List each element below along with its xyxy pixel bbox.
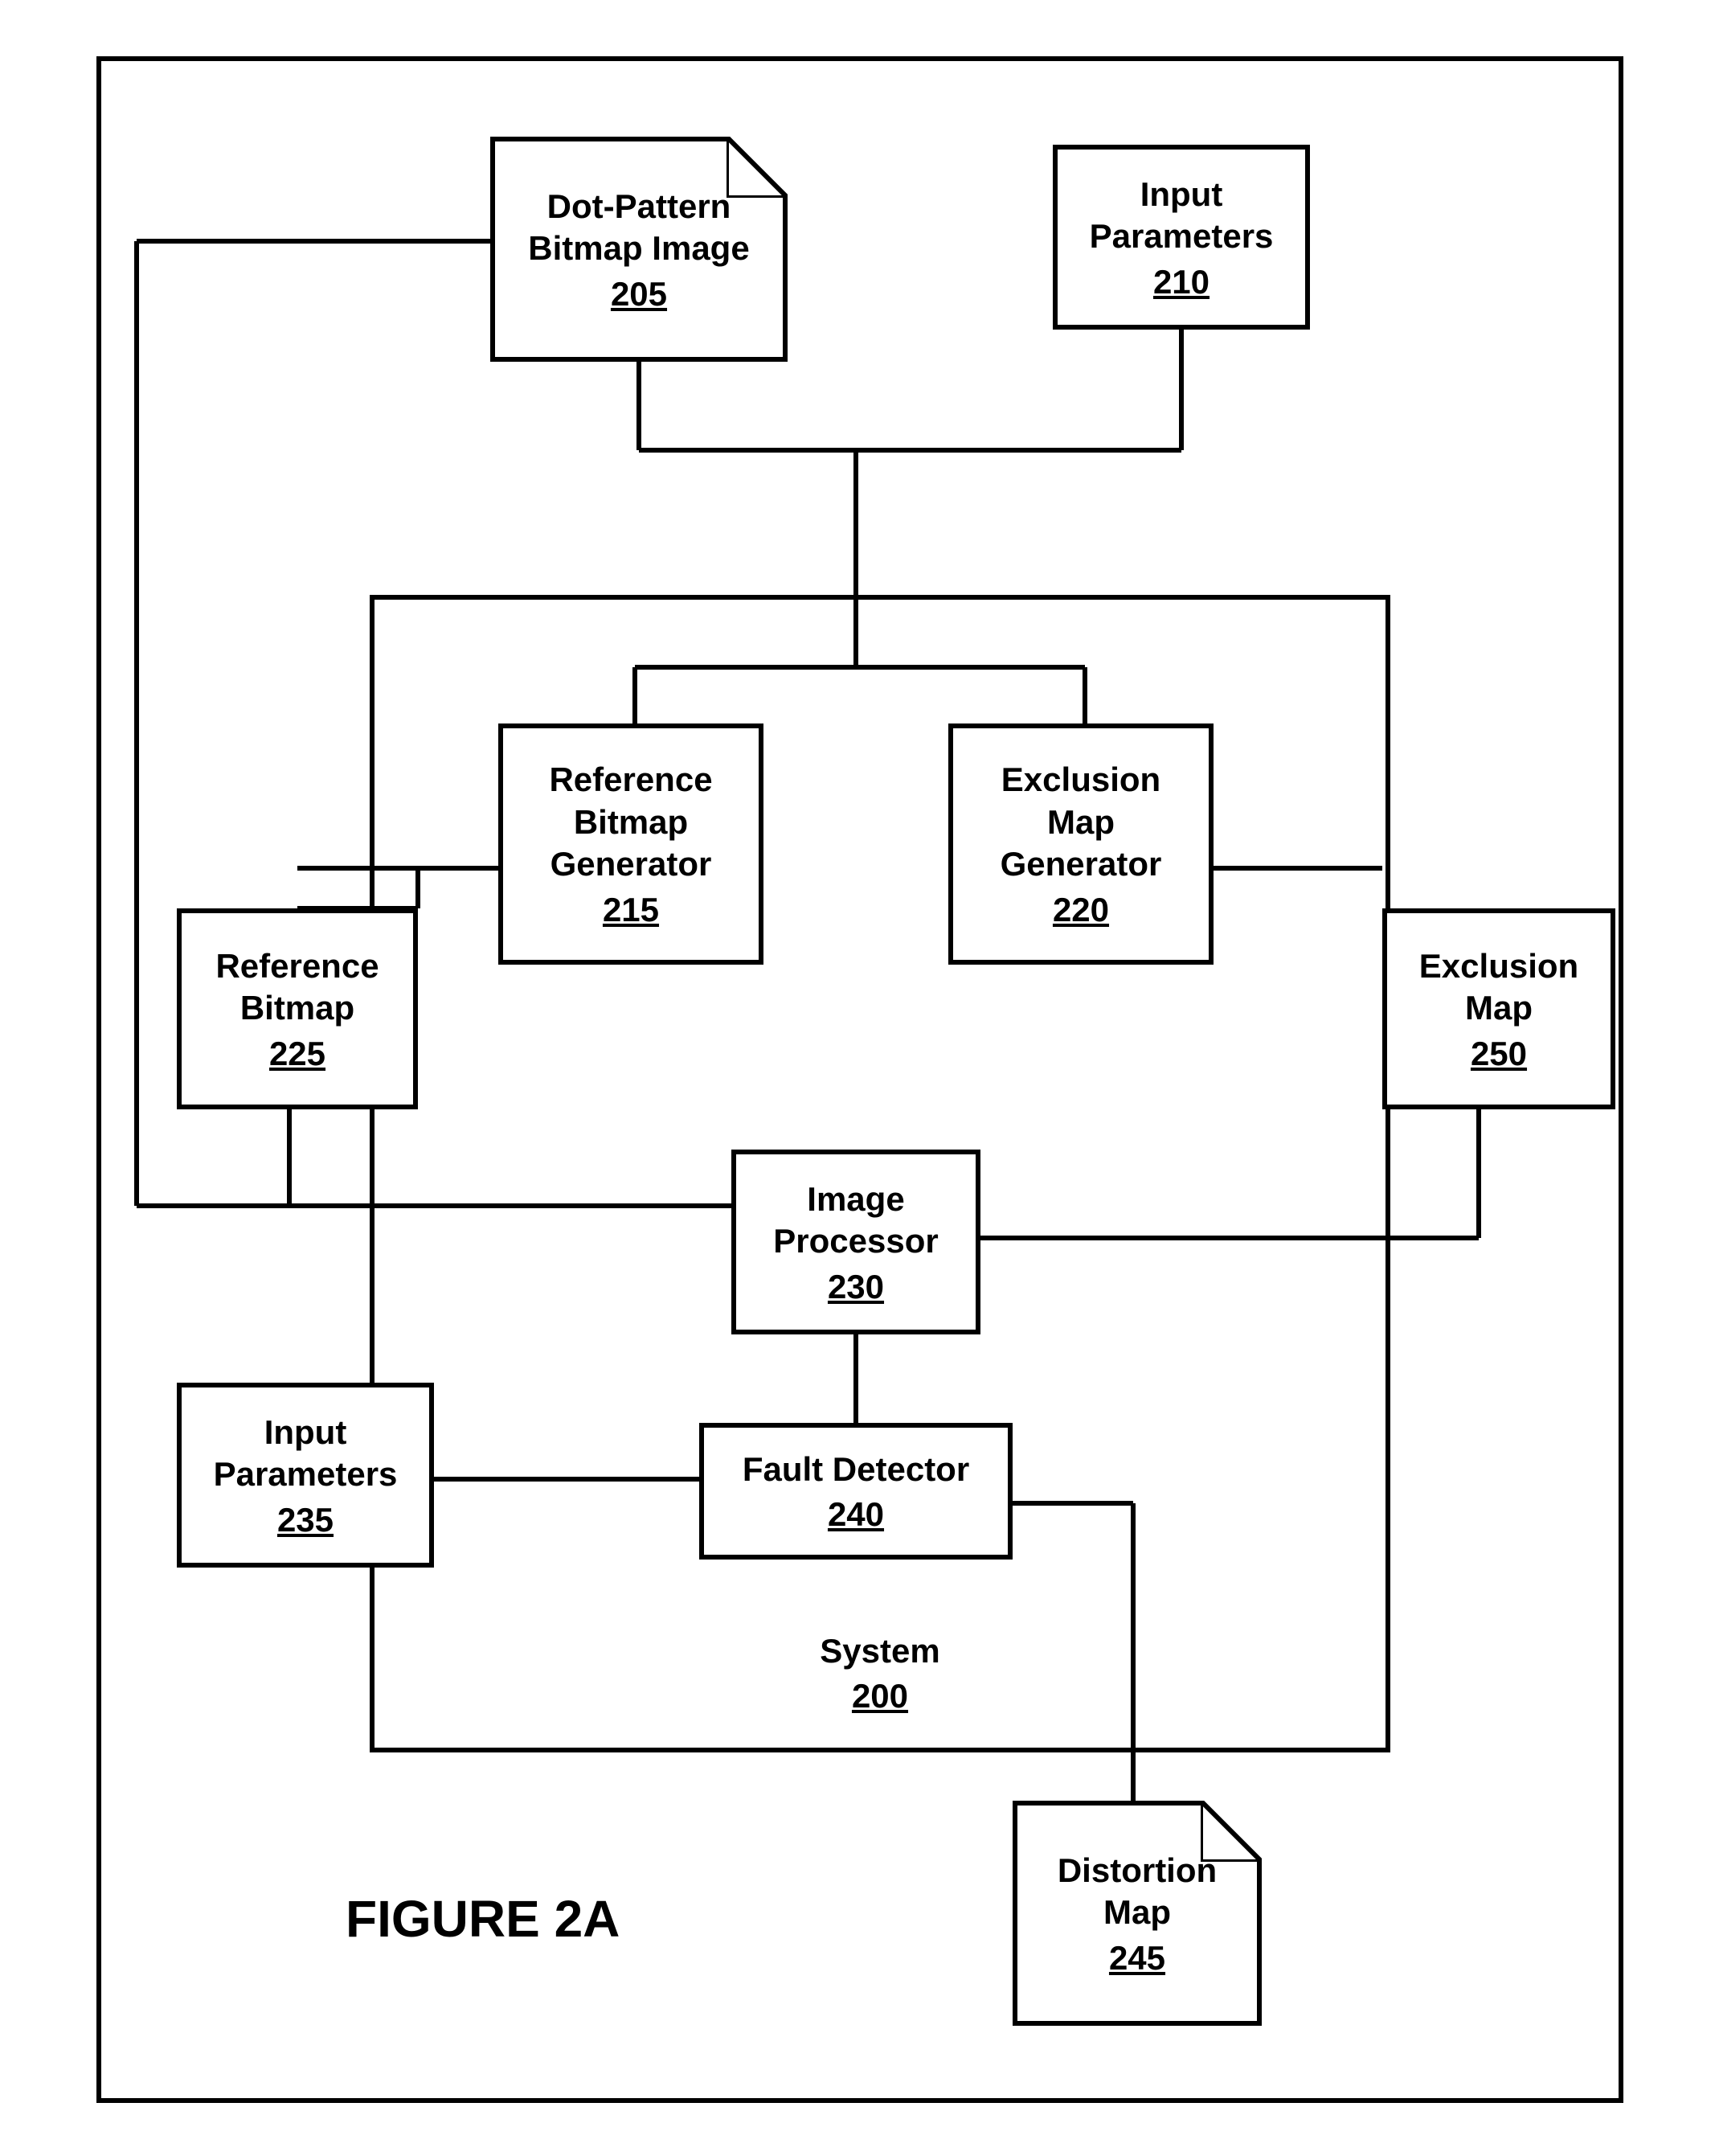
ip-ref: 230 [828, 1268, 884, 1306]
node-ref-bitmap: Reference Bitmap 225 [177, 908, 418, 1109]
system-ref: 200 [852, 1677, 908, 1715]
ipl-ref: 235 [277, 1501, 334, 1539]
em-line2: Map [1465, 987, 1533, 1030]
dm-ref: 245 [1109, 1939, 1165, 1978]
emg-line1: Exclusion [1001, 759, 1160, 801]
ipl-line1: Input [264, 1412, 347, 1454]
fd-line1: Fault Detector [743, 1449, 969, 1491]
figure-caption: FIGURE 2A [346, 1889, 620, 1949]
node-image-processor: Image Processor 230 [731, 1150, 980, 1334]
dot-pattern-ref: 205 [611, 275, 667, 314]
node-input-params-left: Input Parameters 235 [177, 1383, 434, 1568]
em-ref: 250 [1471, 1035, 1527, 1073]
rb-line2: Bitmap [240, 987, 354, 1030]
emg-line3: Generator [1001, 843, 1162, 886]
emg-line2: Map [1047, 801, 1115, 844]
rbg-line2: Bitmap [574, 801, 688, 844]
rbg-line3: Generator [551, 843, 712, 886]
ip-line2: Processor [773, 1220, 938, 1263]
diagram-canvas: System 200 Dot-Pattern Bitmap Image 205 … [0, 0, 1715, 2156]
dot-pattern-line1: Dot-Pattern [547, 186, 731, 228]
rbg-ref: 215 [603, 891, 659, 929]
input-params-top-line1: Input [1140, 174, 1223, 216]
ip-line1: Image [807, 1178, 904, 1221]
rb-line1: Reference [215, 945, 379, 988]
node-excl-map: Exclusion Map 250 [1382, 908, 1615, 1109]
rbg-line1: Reference [549, 759, 712, 801]
system-label: System [820, 1630, 939, 1673]
emg-ref: 220 [1053, 891, 1109, 929]
input-params-top-ref: 210 [1153, 263, 1210, 301]
node-excl-map-gen: Exclusion Map Generator 220 [948, 723, 1214, 965]
dot-pattern-line2: Bitmap Image [528, 227, 749, 270]
node-dot-pattern: Dot-Pattern Bitmap Image 205 [490, 137, 788, 362]
fd-ref: 240 [828, 1495, 884, 1534]
node-ref-bitmap-gen: Reference Bitmap Generator 215 [498, 723, 763, 965]
node-distortion-map: Distortion Map 245 [1013, 1801, 1262, 2026]
dm-line1: Distortion [1058, 1850, 1217, 1892]
input-params-top-line2: Parameters [1090, 215, 1274, 258]
ipl-line2: Parameters [214, 1453, 398, 1496]
node-fault-detector: Fault Detector 240 [699, 1423, 1013, 1560]
dm-line2: Map [1103, 1892, 1171, 1934]
rb-ref: 225 [269, 1035, 325, 1073]
em-line1: Exclusion [1419, 945, 1578, 988]
node-input-params-top: Input Parameters 210 [1053, 145, 1310, 330]
